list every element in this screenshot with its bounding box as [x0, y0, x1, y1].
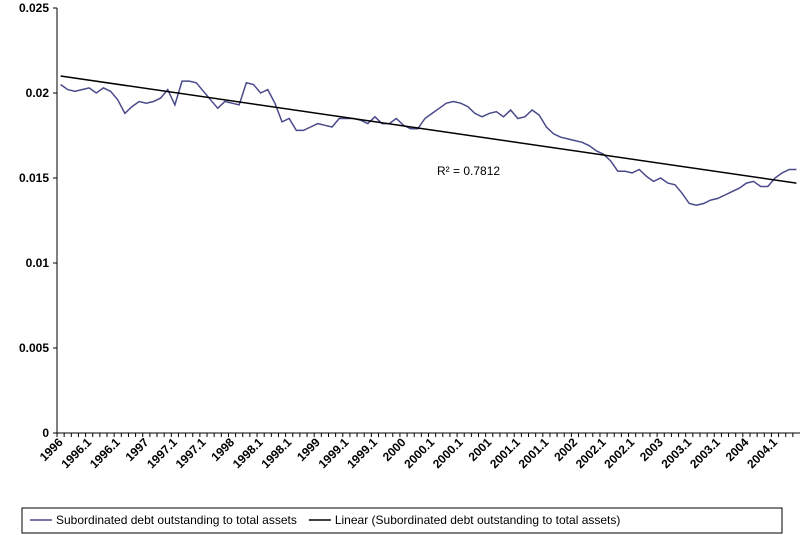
x-tick-label: 1996.1 — [87, 435, 123, 471]
x-tick-label: 1996.1 — [58, 435, 94, 471]
x-tick-label: 2004.1 — [744, 435, 780, 471]
legend-label: Linear (Subordinated debt outstanding to… — [335, 513, 621, 527]
x-tick-label: 2002.1 — [601, 435, 637, 471]
x-tick-label: 2000.1 — [401, 435, 437, 471]
x-tick-label: 1998.1 — [230, 435, 266, 471]
y-tick-label: 0.025 — [19, 1, 49, 15]
trend-line — [60, 75, 797, 184]
x-tick-label: 2000.1 — [430, 435, 466, 471]
x-tick-label: 2003.1 — [659, 435, 695, 471]
x-tick-label: 2001.1 — [487, 435, 523, 471]
y-tick-label: 0.015 — [19, 171, 49, 185]
x-tick-label: 2002.1 — [573, 435, 609, 471]
annotation: R² = 0.7812 — [437, 164, 500, 178]
legend-label: Subordinated debt outstanding to total a… — [56, 513, 297, 527]
legend — [21, 507, 783, 534]
data-line — [60, 80, 797, 206]
x-tick-label: 2003.1 — [687, 435, 723, 471]
x-tick-label: 1998.1 — [258, 435, 294, 471]
x-tick-label: 1999.1 — [344, 435, 380, 471]
x-tick-label: 1999.1 — [316, 435, 352, 471]
x-tick-label: 1997.1 — [173, 435, 209, 471]
y-tick-label: 0.01 — [26, 256, 50, 270]
y-tick-label: 0 — [42, 426, 49, 440]
y-tick-label: 0.02 — [26, 86, 50, 100]
y-tick-label: 0.005 — [19, 341, 49, 355]
x-tick-label: 2001.1 — [516, 435, 552, 471]
x-tick-label: 1997.1 — [144, 435, 180, 471]
